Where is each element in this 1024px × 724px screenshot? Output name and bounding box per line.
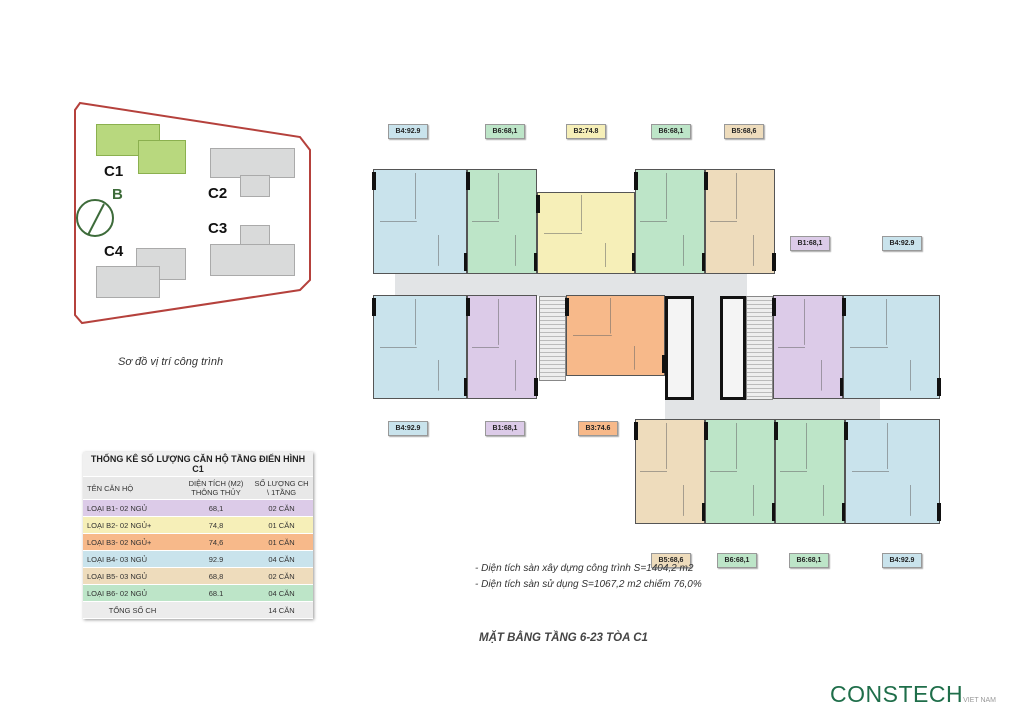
unit-b2	[536, 192, 636, 274]
label-c3: C3	[208, 220, 228, 237]
elevator-core	[665, 296, 694, 400]
unit-tag: B3:74.6	[578, 421, 618, 436]
unit-tag: B6:68,1	[717, 553, 757, 568]
unit-tag: B4:92.9	[882, 553, 922, 568]
unit-tag: B6:68,1	[485, 124, 525, 139]
label-c1: C1	[104, 163, 124, 180]
unit-b4	[372, 169, 468, 274]
plan-title: MẶT BẰNG TẦNG 6-23 TÒA C1	[479, 632, 648, 644]
cell-count: 02 CĂN	[250, 499, 313, 517]
unit-b6	[774, 419, 846, 524]
cell-area: 68,1	[182, 499, 250, 517]
unit-b3	[565, 295, 666, 376]
plan-block	[210, 244, 295, 276]
unit-tag: B4:92.9	[388, 421, 428, 436]
table-row: LOẠI B2- 02 NGỦ+ 74,8 01 CĂN	[83, 516, 313, 534]
unit-tag: B2:74.8	[566, 124, 606, 139]
header-area: DIỆN TÍCH (M2) THÔNG THỦY	[182, 476, 250, 500]
unit-b1	[772, 295, 844, 399]
unit-tag: B4:92.9	[882, 236, 922, 251]
unit-tag: B6:68,1	[789, 553, 829, 568]
label-c2: C2	[208, 185, 228, 202]
table-row: LOẠI B4- 03 NGỦ 92.9 04 CĂN	[83, 550, 313, 568]
cell-name: LOẠI B2- 02 NGỦ+	[83, 516, 182, 534]
unit-b4	[372, 295, 468, 399]
unit-b4	[842, 295, 941, 399]
cell-area: 74,8	[182, 516, 250, 534]
corridor	[694, 274, 720, 420]
constech-logo: CONSTECHVIET NAM	[830, 681, 996, 707]
cell-count: 04 CĂN	[250, 584, 313, 602]
unit-b6	[466, 169, 538, 274]
header-name: TÊN CĂN HỘ	[83, 476, 182, 500]
total-label: TỔNG SỐ CH	[83, 601, 182, 619]
cell-area: 68.1	[182, 584, 250, 602]
note-construction-area: - Diện tích sàn xây dựng công trình S=14…	[475, 563, 694, 574]
stairs	[746, 296, 773, 400]
elevator-core	[720, 296, 746, 400]
cell-count: 04 CĂN	[250, 550, 313, 568]
unit-tag: B4:92.9	[388, 124, 428, 139]
table-row: LOẠI B1- 02 NGỦ 68,1 02 CĂN	[83, 499, 313, 517]
cell-name: LOẠI B1- 02 NGỦ	[83, 499, 182, 517]
site-plan-caption: Sơ đồ vị trí công trình	[118, 356, 224, 368]
cell-area: 68,8	[182, 567, 250, 585]
plan-block	[210, 148, 295, 178]
plan-block	[96, 266, 160, 298]
unit-tag: B5:68,6	[651, 553, 691, 568]
unit-b4	[844, 419, 941, 524]
unit-b1	[466, 295, 538, 399]
table-title: THỐNG KÊ SỐ LƯỢNG CĂN HỘ TẦNG ĐIỂN HÌNH …	[83, 452, 313, 477]
cell-name: LOẠI B4- 03 NGỦ	[83, 550, 182, 568]
cell-count: 01 CĂN	[250, 516, 313, 534]
cell-name: LOẠI B5- 03 NGỦ	[83, 567, 182, 585]
unit-tag: B5:68,6	[724, 124, 764, 139]
cell-area: 92.9	[182, 550, 250, 568]
unit-tag: B1:68,1	[790, 236, 830, 251]
unit-b5	[704, 169, 776, 274]
total-count: 14 CĂN	[250, 601, 313, 619]
corridor	[395, 274, 747, 296]
cell-area: 74,6	[182, 533, 250, 551]
note-usable-area: - Diện tích sàn sử dụng S=1067,2 m2 chiế…	[475, 579, 702, 590]
unit-b5	[634, 419, 706, 524]
table-row: LOẠI B5- 03 NGỦ 68,8 02 CĂN	[83, 567, 313, 585]
unit-b6	[704, 419, 776, 524]
cell-name: LOẠI B6- 02 NGỦ	[83, 584, 182, 602]
table-row: LOẠI B6- 02 NGỦ 68.1 04 CĂN	[83, 584, 313, 602]
apartment-stats-table: THỐNG KÊ SỐ LƯỢNG CĂN HỘ TẦNG ĐIỂN HÌNH …	[83, 452, 313, 619]
label-c4: C4	[104, 243, 124, 260]
cell-count: 01 CĂN	[250, 533, 313, 551]
cell-name: LOẠI B3- 02 NGỦ+	[83, 533, 182, 551]
compass-icon	[76, 199, 114, 237]
compass-label: B	[112, 186, 123, 203]
unit-tag: B1:68,1	[485, 421, 525, 436]
unit-tag: B6:68,1	[651, 124, 691, 139]
cell-count: 02 CĂN	[250, 567, 313, 585]
site-boundary	[74, 101, 311, 325]
corridor	[665, 399, 880, 420]
table-row: LOẠI B3- 02 NGỦ+ 74,6 01 CĂN	[83, 533, 313, 551]
plan-block	[138, 140, 186, 174]
unit-b6	[634, 169, 706, 274]
plan-block	[240, 175, 270, 197]
stairs	[539, 296, 566, 381]
header-count: SỐ LƯỢNG CH \ 1TẦNG	[250, 476, 313, 500]
